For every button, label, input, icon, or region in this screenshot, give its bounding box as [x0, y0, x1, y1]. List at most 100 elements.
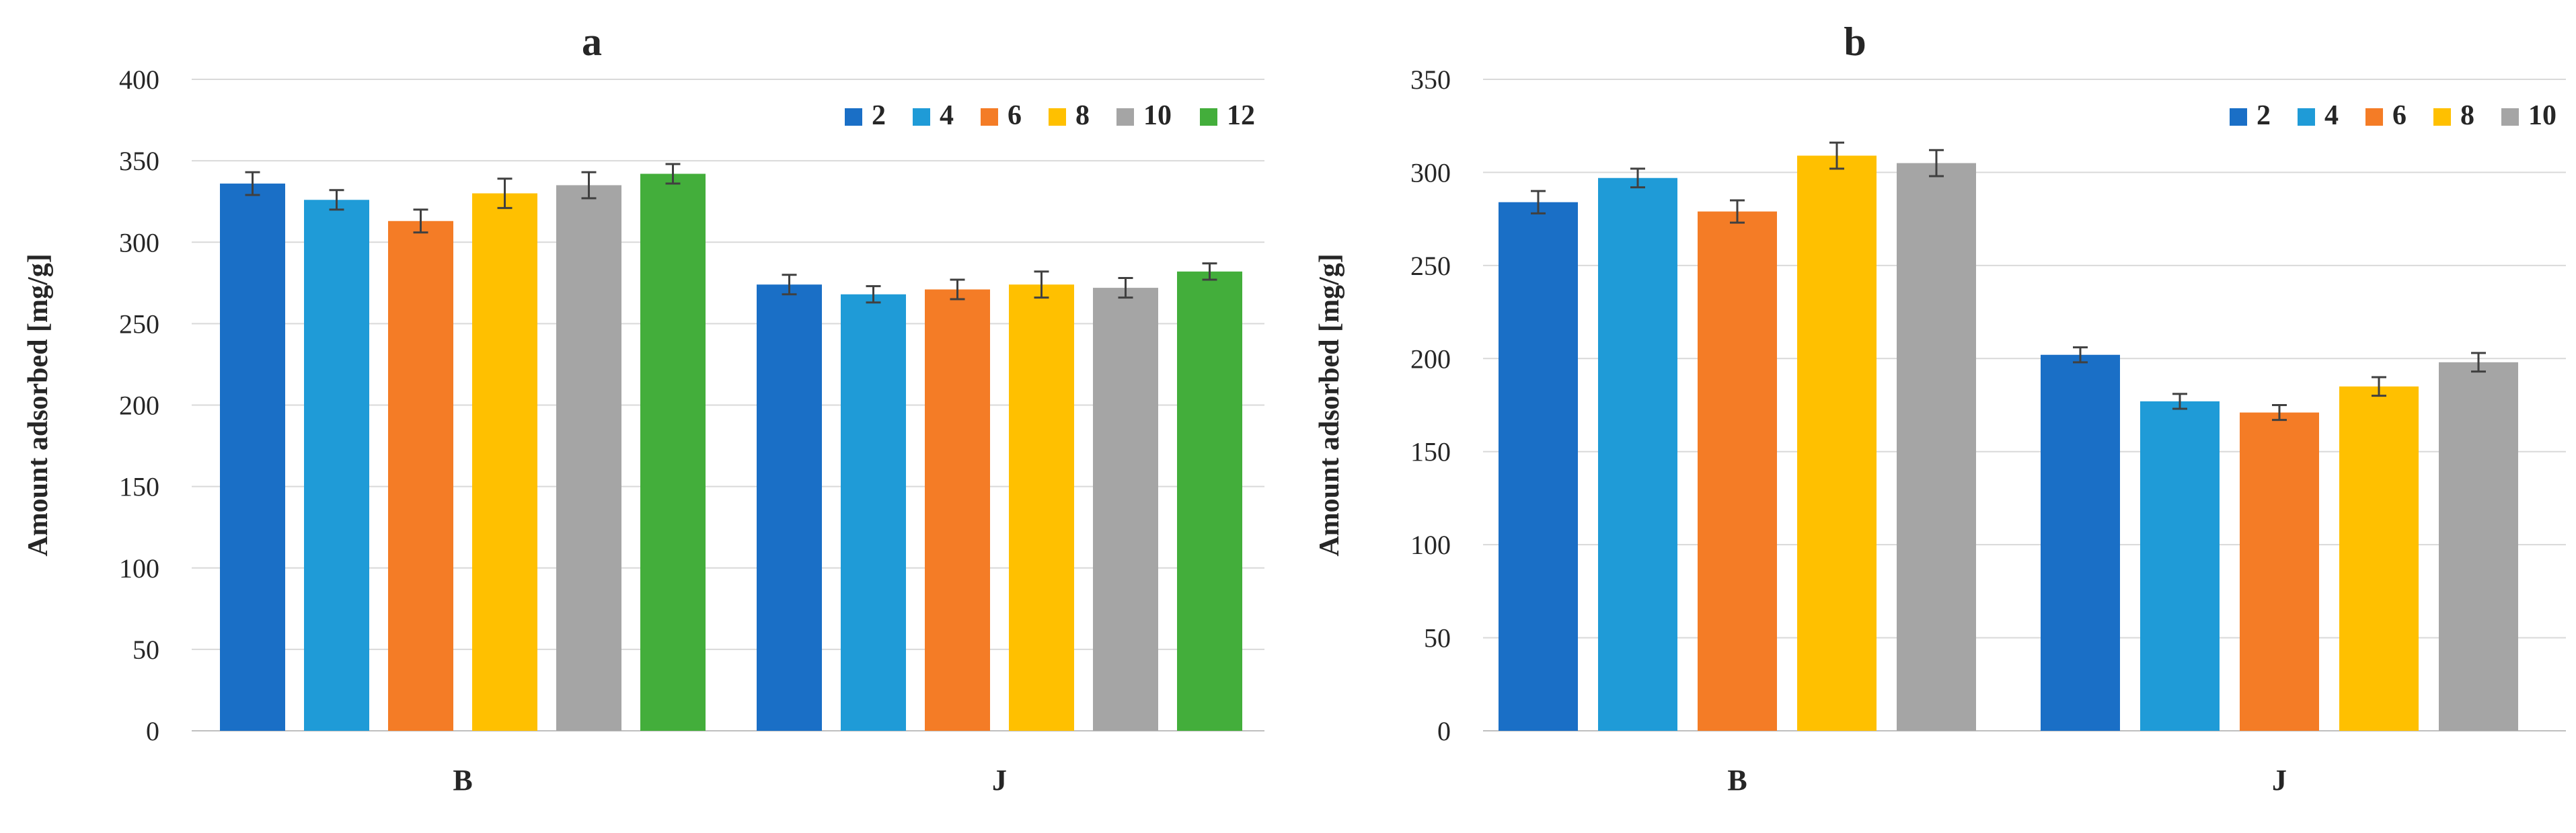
error-bar-J-series-2 [782, 274, 797, 296]
bar-J-series-4 [2140, 401, 2220, 731]
y-tick-label: 350 [1410, 65, 1451, 95]
legend-swatch [1116, 108, 1134, 126]
legend-item-10: 10 [1116, 100, 1172, 131]
bar-B-series-2 [1499, 202, 1578, 731]
error-bar-J-series-6 [2272, 404, 2287, 422]
legend-item-2: 2 [2230, 100, 2271, 131]
error-bar-J-series-2 [2073, 346, 2088, 364]
legend-item-10: 10 [2501, 100, 2556, 131]
legend: 2 4 6 8 10 [2230, 100, 2556, 131]
legend-item-8: 8 [2433, 100, 2474, 131]
legend-label: 10 [2528, 100, 2556, 131]
error-bar-B-series-12 [665, 163, 681, 185]
legend-label: 10 [1143, 100, 1172, 131]
x-category-label: J [992, 764, 1007, 797]
legend-item-12: 12 [1200, 100, 1255, 131]
error-bar-B-series-6 [1730, 199, 1745, 224]
y-tick-label: 50 [1424, 623, 1451, 653]
bar-B-series-6 [1698, 211, 1777, 731]
error-bar-B-series-2 [1531, 190, 1546, 214]
bar-B-series-10 [556, 185, 621, 731]
chart-a: a 0 50 100 150 200 250 300 350 400 Amount adsorbed… [23, 19, 1264, 797]
bar-B-series-10 [1897, 163, 1976, 731]
y-tick-label: 400 [119, 65, 159, 95]
legend-item-4: 4 [913, 100, 954, 131]
error-bar-B-series-6 [413, 208, 428, 234]
bar-B-series-4 [304, 200, 369, 731]
bar-J-series-12 [1177, 271, 1242, 731]
y-tick-label: 0 [146, 716, 159, 746]
legend: 2 4 6 8 10 12 [845, 100, 1255, 131]
y-tick-label: 50 [132, 635, 159, 665]
legend-label: 8 [2460, 100, 2474, 131]
y-tick-label: 200 [1410, 344, 1451, 374]
y-tick-label: 300 [119, 227, 159, 257]
legend-item-6: 6 [2365, 100, 2407, 131]
error-bar-J-series-4 [866, 285, 881, 304]
error-bar-B-series-8 [497, 177, 513, 209]
bar-J-series-8 [1009, 284, 1074, 731]
y-tick-label: 250 [119, 309, 159, 339]
legend-label: 2 [872, 100, 886, 131]
error-bar-B-series-4 [1630, 167, 1645, 189]
error-bar-J-series-8 [1034, 270, 1049, 299]
x-category-label: B [1727, 764, 1747, 797]
error-bar-B-series-4 [329, 189, 344, 211]
y-axis-label: Amount adsorbed [mg/g] [23, 253, 54, 556]
legend-label: 2 [2257, 100, 2271, 131]
legend-swatch [2433, 108, 2451, 126]
error-bar-B-series-8 [1829, 141, 1844, 170]
y-tick-label: 350 [119, 146, 159, 176]
legend-swatch [981, 108, 998, 126]
error-bar-B-series-2 [245, 171, 260, 196]
legend-swatch [2230, 108, 2247, 126]
legend-swatch [845, 108, 862, 126]
y-tick-label: 100 [1410, 530, 1451, 560]
error-bar-B-series-10 [1929, 149, 1944, 177]
y-axis-label: Amount adsorbed [mg/g] [1314, 253, 1345, 556]
legend-label: 4 [940, 100, 954, 131]
bar-J-series-6 [2240, 412, 2319, 731]
bar-J-series-2 [757, 284, 822, 731]
legend-swatch [2501, 108, 2519, 126]
y-tick-label: 0 [1437, 716, 1451, 746]
legend-swatch [2365, 108, 2383, 126]
legend-label: 8 [1075, 100, 1090, 131]
y-tick-label: 250 [1410, 251, 1451, 281]
legend-label: 6 [1008, 100, 1022, 131]
legend-item-4: 4 [2298, 100, 2339, 131]
bar-B-series-6 [388, 221, 453, 731]
legend-item-6: 6 [981, 100, 1022, 131]
bar-J-series-8 [2339, 386, 2419, 731]
bar-B-series-8 [1797, 155, 1877, 731]
chart-title: b [1844, 19, 1866, 64]
bar-B-series-12 [640, 173, 706, 731]
chart-title: a [582, 19, 602, 64]
legend-label: 4 [2324, 100, 2339, 131]
legend-swatch [1200, 108, 1217, 126]
error-bar-J-series-4 [2172, 393, 2187, 410]
legend-swatch [2298, 108, 2315, 126]
bar-B-series-2 [220, 184, 285, 731]
x-category-label: B [453, 764, 472, 797]
legend-item-2: 2 [845, 100, 886, 131]
legend-item-8: 8 [1049, 100, 1090, 131]
bar-J-series-4 [841, 294, 906, 731]
bar-J-series-10 [2439, 362, 2518, 731]
bar-J-series-10 [1093, 288, 1158, 731]
error-bar-J-series-10 [1118, 277, 1133, 299]
error-bar-J-series-10 [2471, 352, 2486, 373]
y-tick-label: 200 [119, 391, 159, 421]
legend-swatch [1049, 108, 1066, 126]
error-bar-J-series-8 [2372, 376, 2386, 397]
legend-label: 12 [1227, 100, 1255, 131]
y-tick-label: 100 [119, 553, 159, 584]
y-tick-label: 150 [1410, 437, 1451, 467]
chart-b: b 0 50 100 150 200 250 300 350 Amount adsorbed [m… [1314, 19, 2566, 797]
bar-B-series-4 [1598, 177, 1677, 731]
error-bar-J-series-12 [1202, 262, 1217, 281]
bar-J-series-2 [2041, 354, 2120, 731]
y-tick-label: 150 [119, 472, 159, 502]
bar-B-series-8 [472, 193, 537, 731]
